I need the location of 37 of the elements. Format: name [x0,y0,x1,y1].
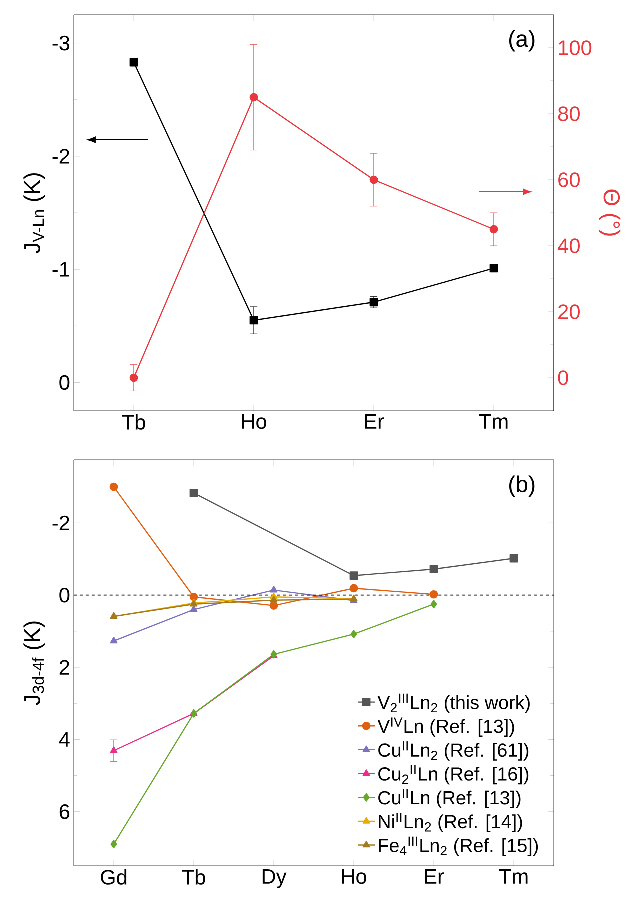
legend-label: Cu$^{II}$Ln (Ref. [13]) [378,789,521,808]
x-tick-label: Gd [101,870,127,885]
y-axis-title: J$_{3d-4f}$ (K) [24,622,46,706]
legend-label: Ni$^{II}$Ln$_{2}$ (Ref. [14]) [379,813,522,832]
legend-label: Fe$_{4}$$^{III}$Ln$_{2}$ (Ref. [15]) [379,836,538,856]
legend-label: Cu$_{2}$$^{II}$Ln (Ref. [16]) [378,765,529,785]
annotation: (a) [510,30,535,52]
legend-label: V$^{IV}$Ln (Ref. [13]) [378,718,514,737]
x-tick-label: Tb [122,414,146,430]
y2-tick-label: 60 [558,172,580,188]
y2-tick-label: 40 [558,238,580,254]
x-tick-label: Tm [479,414,508,429]
annotation: (b) [510,476,535,498]
y-tick-label: 4 [59,732,70,747]
x-tick-label: Ho [342,870,366,884]
x-tick-label: Tb [182,870,206,885]
y-tick-label: 0 [60,588,70,603]
y2-tick-label: 80 [558,106,580,122]
y-tick-label: 6 [60,804,70,820]
x-tick-label: Tm [499,870,528,884]
y-tick-label: -2 [52,149,70,164]
y-axis-title: J$_{V-Ln}$ (K) [24,173,46,254]
x-tick-label: Dy [262,870,287,888]
legend-label: V$_{2}$$^{III}$Ln$_{2}$ (this work) [378,694,530,714]
x-tick-label: Er [365,414,384,429]
x-tick-label: Ho [242,414,266,430]
y-tick-label: -1 [52,262,70,277]
legend-label: Cu$^{II}$Ln$_{2}$ (Ref. [61]) [378,742,529,761]
y-tick-label: 2 [60,660,70,675]
y-tick-label: -2 [52,516,70,530]
x-tick-label: Er [425,870,444,884]
y2-axis-title: Θ (°) [599,190,621,236]
y2-tick-label: 20 [558,304,580,320]
y2-tick-label: 100 [559,40,592,56]
y-tick-label: -3 [52,36,70,51]
y2-tick-label: 0 [558,370,568,386]
y-tick-label: 0 [60,375,70,390]
